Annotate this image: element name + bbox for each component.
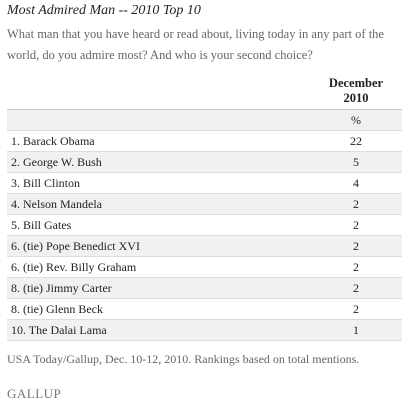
table-row: 6. (tie) Rev. Billy Graham 2 (7, 257, 402, 278)
column-header-line: 2010 (343, 91, 369, 105)
table-row: 2. George W. Bush 5 (7, 152, 402, 173)
row-value: 5 (353, 155, 359, 169)
row-value: 4 (353, 176, 359, 190)
question: What man that you have heard or read abo… (7, 27, 384, 62)
table-row: 8. (tie) Glenn Beck 2 (7, 299, 402, 320)
row-value: 2 (353, 260, 359, 274)
unit-row: % (7, 110, 402, 131)
row-label: 5. Bill Gates (11, 218, 72, 232)
row-value: 2 (353, 239, 359, 253)
row-label: 6. (tie) Pope Benedict XVI (11, 239, 140, 253)
row-value: 2 (353, 197, 359, 211)
column-header: December 2010 (320, 76, 392, 106)
table: % 1. Barack Obama 22 2. George W. Bush 5 3. … (7, 109, 402, 341)
row-label: 1. Barack Obama (11, 134, 95, 148)
logo: GALLUP (7, 386, 62, 401)
row-label: 2. George W. Bush (11, 155, 102, 169)
row-label: 3. Bill Clinton (11, 176, 81, 190)
table-row: 6. (tie) Pope Benedict XVI 2 (7, 236, 402, 257)
unit: % (351, 113, 361, 127)
footnote: USA Today/Gallup, Dec. 10-12, 2010. Rank… (7, 352, 360, 366)
row-value: 2 (353, 302, 359, 316)
title: Most Admired Man -- 2010 Top 10 (7, 3, 201, 18)
table-row: 8. (tie) Jimmy Carter 2 (7, 278, 402, 299)
row-label: 10. The Dalai Lama (11, 323, 107, 337)
row-label: 6. (tie) Rev. Billy Graham (11, 260, 137, 274)
row-value: 22 (350, 134, 362, 148)
table-row: 4. Nelson Mandela 2 (7, 194, 402, 215)
row-value: 2 (353, 218, 359, 232)
table-row: 3. Bill Clinton 4 (7, 173, 402, 194)
row-value: 2 (353, 281, 359, 295)
table-row: 1. Barack Obama 22 (7, 131, 402, 152)
row-label: 8. (tie) Jimmy Carter (11, 281, 112, 295)
table-row: 5. Bill Gates 2 (7, 215, 402, 236)
row-label: 8. (tie) Glenn Beck (11, 302, 103, 316)
row-value: 1 (353, 323, 359, 337)
column-header-line: December (328, 76, 384, 90)
row-label: 4. Nelson Mandela (11, 197, 102, 211)
table-row: 10. The Dalai Lama 1 (7, 320, 402, 341)
